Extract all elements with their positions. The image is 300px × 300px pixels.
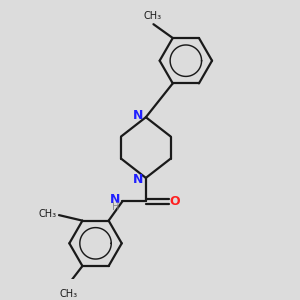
Text: N: N	[133, 109, 143, 122]
Text: H: H	[112, 202, 119, 212]
Text: N: N	[110, 194, 121, 206]
Text: CH₃: CH₃	[38, 209, 56, 219]
Text: CH₃: CH₃	[60, 289, 78, 299]
Text: CH₃: CH₃	[143, 11, 161, 21]
Text: O: O	[169, 195, 180, 208]
Text: N: N	[133, 173, 143, 186]
